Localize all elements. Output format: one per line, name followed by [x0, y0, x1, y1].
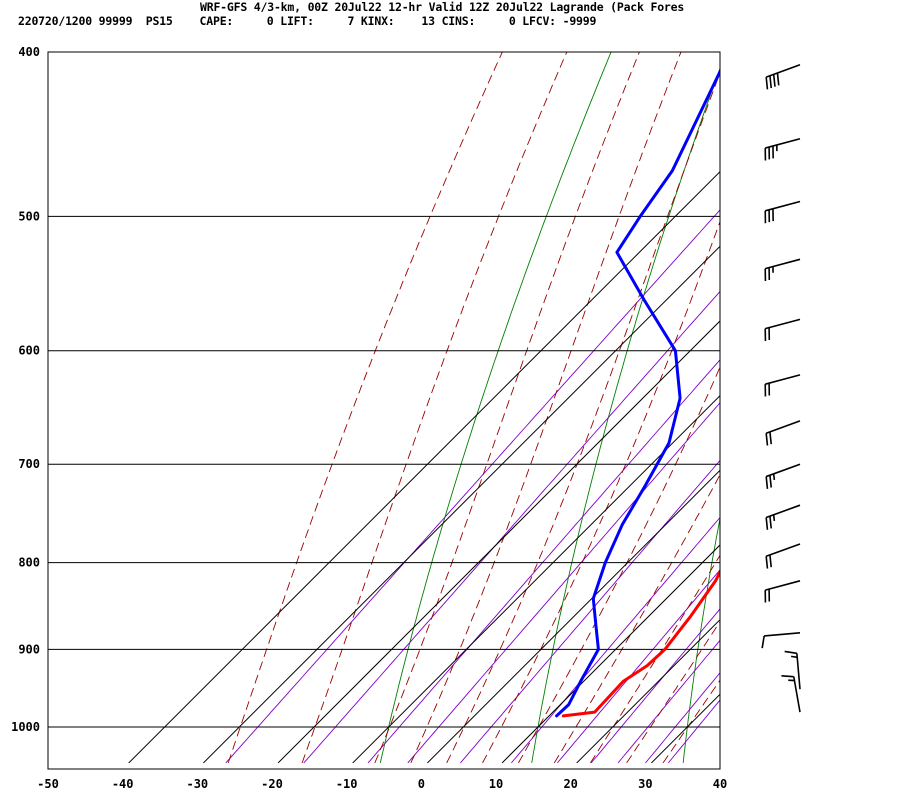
x-tick-label: 30: [638, 777, 652, 791]
chart-title-line-2: 220720/1200 99999 PS15 CAPE: 0 LIFT: 7 K…: [18, 14, 597, 28]
mixing-ratio-30: [667, 699, 720, 764]
isotherm--10: [352, 394, 720, 764]
isotherm--20: [277, 320, 720, 764]
wind-barb: [764, 200, 801, 224]
wind-barb: [761, 632, 801, 649]
mixing-ratio-2: [367, 359, 720, 764]
moist-adiabat--10: [374, 52, 640, 764]
wind-barb: [764, 580, 801, 603]
moist-adiabat-25: [626, 620, 720, 764]
wind-barb: [765, 504, 801, 530]
isotherm-10: [501, 544, 720, 764]
moist-adiabat--30: [227, 52, 503, 764]
wind-barb: [784, 650, 801, 690]
isotherm-30: [651, 693, 720, 764]
dry-adiabat-30: [682, 516, 720, 763]
isotherm-20: [576, 618, 720, 764]
moist-adiabat-30: [662, 679, 720, 764]
dewpoint-trace: [555, 68, 720, 718]
mixing-ratio-16: [590, 608, 720, 764]
dry-adiabat-50: [835, 43, 900, 763]
y-tick-label: 400: [18, 45, 40, 59]
chart-title-line-1: WRF-GFS 4/3-km, 00Z 20Jul22 12-hr Valid …: [200, 0, 685, 14]
wind-barb: [764, 374, 801, 397]
mixing-ratio-5: [460, 459, 720, 764]
moist-adiabat-5: [482, 220, 720, 764]
x-tick-label: 0: [418, 777, 425, 791]
dry-adiabat--10: [379, 52, 612, 764]
wind-barb: [764, 137, 801, 161]
mixing-ratio-25: [645, 672, 720, 764]
y-tick-label: 900: [18, 642, 40, 656]
isotherm--30: [203, 245, 720, 764]
y-tick-label: 700: [18, 457, 40, 471]
x-tick-label: -20: [261, 777, 283, 791]
x-tick-label: -40: [112, 777, 134, 791]
mixing-ratio-20: [617, 639, 720, 764]
dry-adiabat-10: [531, 67, 720, 763]
x-tick-label: -30: [186, 777, 208, 791]
x-tick-label: 20: [563, 777, 577, 791]
isotherms: [128, 170, 720, 764]
moist-adiabat-0: [446, 71, 720, 764]
x-tick-label: -10: [336, 777, 358, 791]
x-tick-label: 10: [489, 777, 503, 791]
wind-barb: [765, 64, 801, 90]
mixing-ratio-0.4: [225, 209, 720, 764]
y-tick-label: 800: [18, 556, 40, 570]
pressure-axis: 400 500 600 700 800 900 1000: [11, 45, 40, 734]
moist-adiabat--5: [410, 52, 682, 764]
y-tick-label: 500: [18, 209, 40, 223]
wind-barb: [781, 674, 801, 713]
plot-frame: [47, 51, 721, 770]
wind-barb: [765, 463, 801, 489]
moist-adiabats: [227, 52, 720, 764]
isotherm--40: [128, 170, 720, 764]
isotherm-0: [427, 469, 720, 764]
wind-barb: [764, 258, 801, 282]
wind-barbs: [761, 64, 801, 713]
dry-adiabats: [379, 43, 900, 764]
mixing-ratio-1: [303, 290, 720, 764]
x-tick-label: 40: [713, 777, 727, 791]
y-tick-label: 1000: [11, 720, 40, 734]
wind-barb: [765, 543, 801, 569]
mixing-ratio-3: [407, 402, 720, 764]
sounding-traces: [555, 68, 720, 718]
y-tick-label: 600: [18, 344, 40, 358]
wind-barb: [765, 420, 801, 446]
mixing-ratio-12: [557, 569, 720, 764]
wind-barb: [764, 318, 801, 342]
isobars: [48, 52, 720, 728]
mixing-ratio-8: [511, 516, 720, 764]
x-tick-label: -50: [37, 777, 59, 791]
moist-adiabat--20: [301, 52, 568, 764]
temperature-trace: [561, 568, 720, 718]
moist-adiabat-10: [518, 366, 720, 764]
moist-adiabat-15: [553, 473, 720, 764]
temperature-axis: -50 -40 -30 -20 -10 0 10 20 30 40: [37, 777, 727, 791]
